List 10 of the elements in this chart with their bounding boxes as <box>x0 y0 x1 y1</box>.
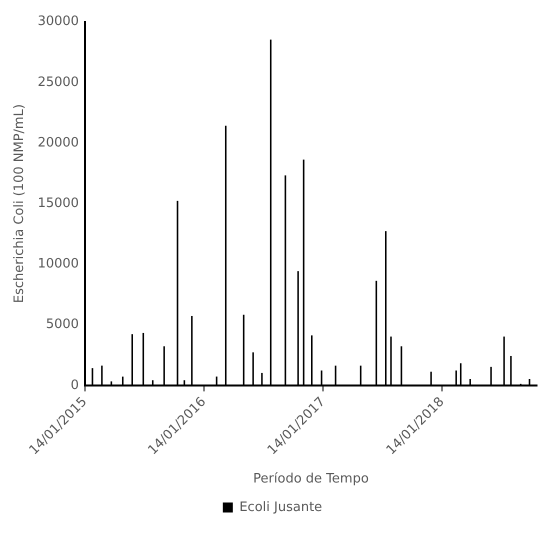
legend-label: Ecoli Jusante <box>239 500 322 515</box>
y-tick-label: 30000 <box>38 14 79 30</box>
y-tick-label: 20000 <box>38 135 79 150</box>
y-tick-label: 0 <box>70 378 79 393</box>
x-axis-title: Período de Tempo <box>253 472 369 487</box>
y-tick-label: 10000 <box>38 256 79 272</box>
y-tick-label: 5000 <box>46 317 79 332</box>
y-tick-label: 25000 <box>38 74 79 90</box>
y-tick-label: 15000 <box>38 196 79 211</box>
y-axis-title: Escherichia Coli (100 NMP/mL) <box>12 104 28 304</box>
